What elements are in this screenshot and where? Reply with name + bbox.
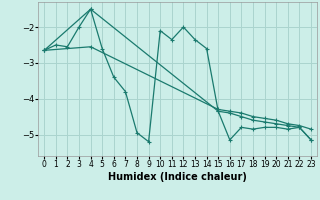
X-axis label: Humidex (Indice chaleur): Humidex (Indice chaleur) [108, 172, 247, 182]
